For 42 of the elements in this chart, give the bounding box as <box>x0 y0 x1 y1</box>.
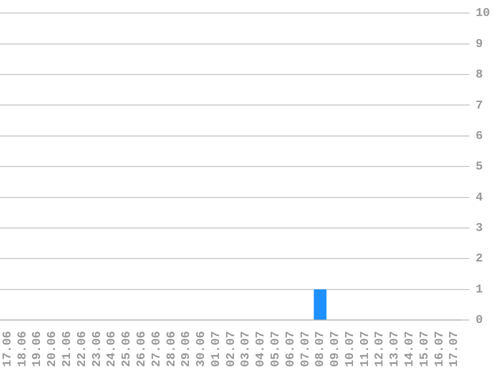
y-tick-label: 6 <box>476 128 483 143</box>
x-tick-label: 25.06 <box>120 330 134 368</box>
x-tick-label: 26.06 <box>134 330 148 368</box>
x-tick-label: 05.07 <box>268 330 282 368</box>
x-tick-label: 12.07 <box>372 330 387 368</box>
y-tick-label: 9 <box>476 36 483 51</box>
x-tick-label: 01.07 <box>208 330 223 368</box>
x-tick-label: 07.07 <box>298 330 312 368</box>
x-tick-label: 20.06 <box>45 330 60 368</box>
x-tick-label: 13.07 <box>388 330 402 368</box>
y-tick-label: 1 <box>476 282 483 296</box>
x-tick-label: 15.07 <box>417 330 432 368</box>
x-tick-label: 21.06 <box>60 330 74 368</box>
y-tick-label: 5 <box>476 160 483 174</box>
x-tick-label: 16.07 <box>432 330 446 368</box>
y-tick-label: 0 <box>476 313 483 328</box>
x-tick-label: 28.06 <box>164 330 178 368</box>
x-tick-label: 29.06 <box>179 330 194 368</box>
x-tick-label: 27.06 <box>149 330 164 368</box>
x-tick-label: 17.06 <box>0 330 14 368</box>
y-tick-label: 8 <box>476 68 483 82</box>
y-tick-label: 4 <box>476 190 483 204</box>
x-tick-label: 03.07 <box>238 330 253 368</box>
y-tick-label: 2 <box>476 252 483 266</box>
x-tick-label: 06.07 <box>283 330 298 368</box>
x-tick-label: 22.06 <box>74 330 89 368</box>
x-tick-label: 09.07 <box>328 330 342 368</box>
x-tick-label: 24.06 <box>104 330 119 368</box>
y-tick-label: 7 <box>476 98 483 112</box>
x-tick-label: 17.07 <box>447 330 462 368</box>
x-tick-label: 18.06 <box>15 330 30 368</box>
x-tick-label: 30.06 <box>194 330 208 368</box>
x-tick-label: 23.06 <box>90 330 104 368</box>
y-tick-label: 10 <box>476 6 490 20</box>
x-tick-label: 14.07 <box>402 330 416 368</box>
x-tick-label: 04.07 <box>254 330 268 368</box>
y-tick-label: 3 <box>476 220 483 235</box>
x-tick-label: 08.07 <box>313 330 328 368</box>
x-tick-label: 02.07 <box>224 330 238 368</box>
x-tick-label: 10.07 <box>342 330 357 368</box>
x-tick-label: 19.06 <box>30 330 44 368</box>
x-tick-label: 11.07 <box>358 330 372 368</box>
